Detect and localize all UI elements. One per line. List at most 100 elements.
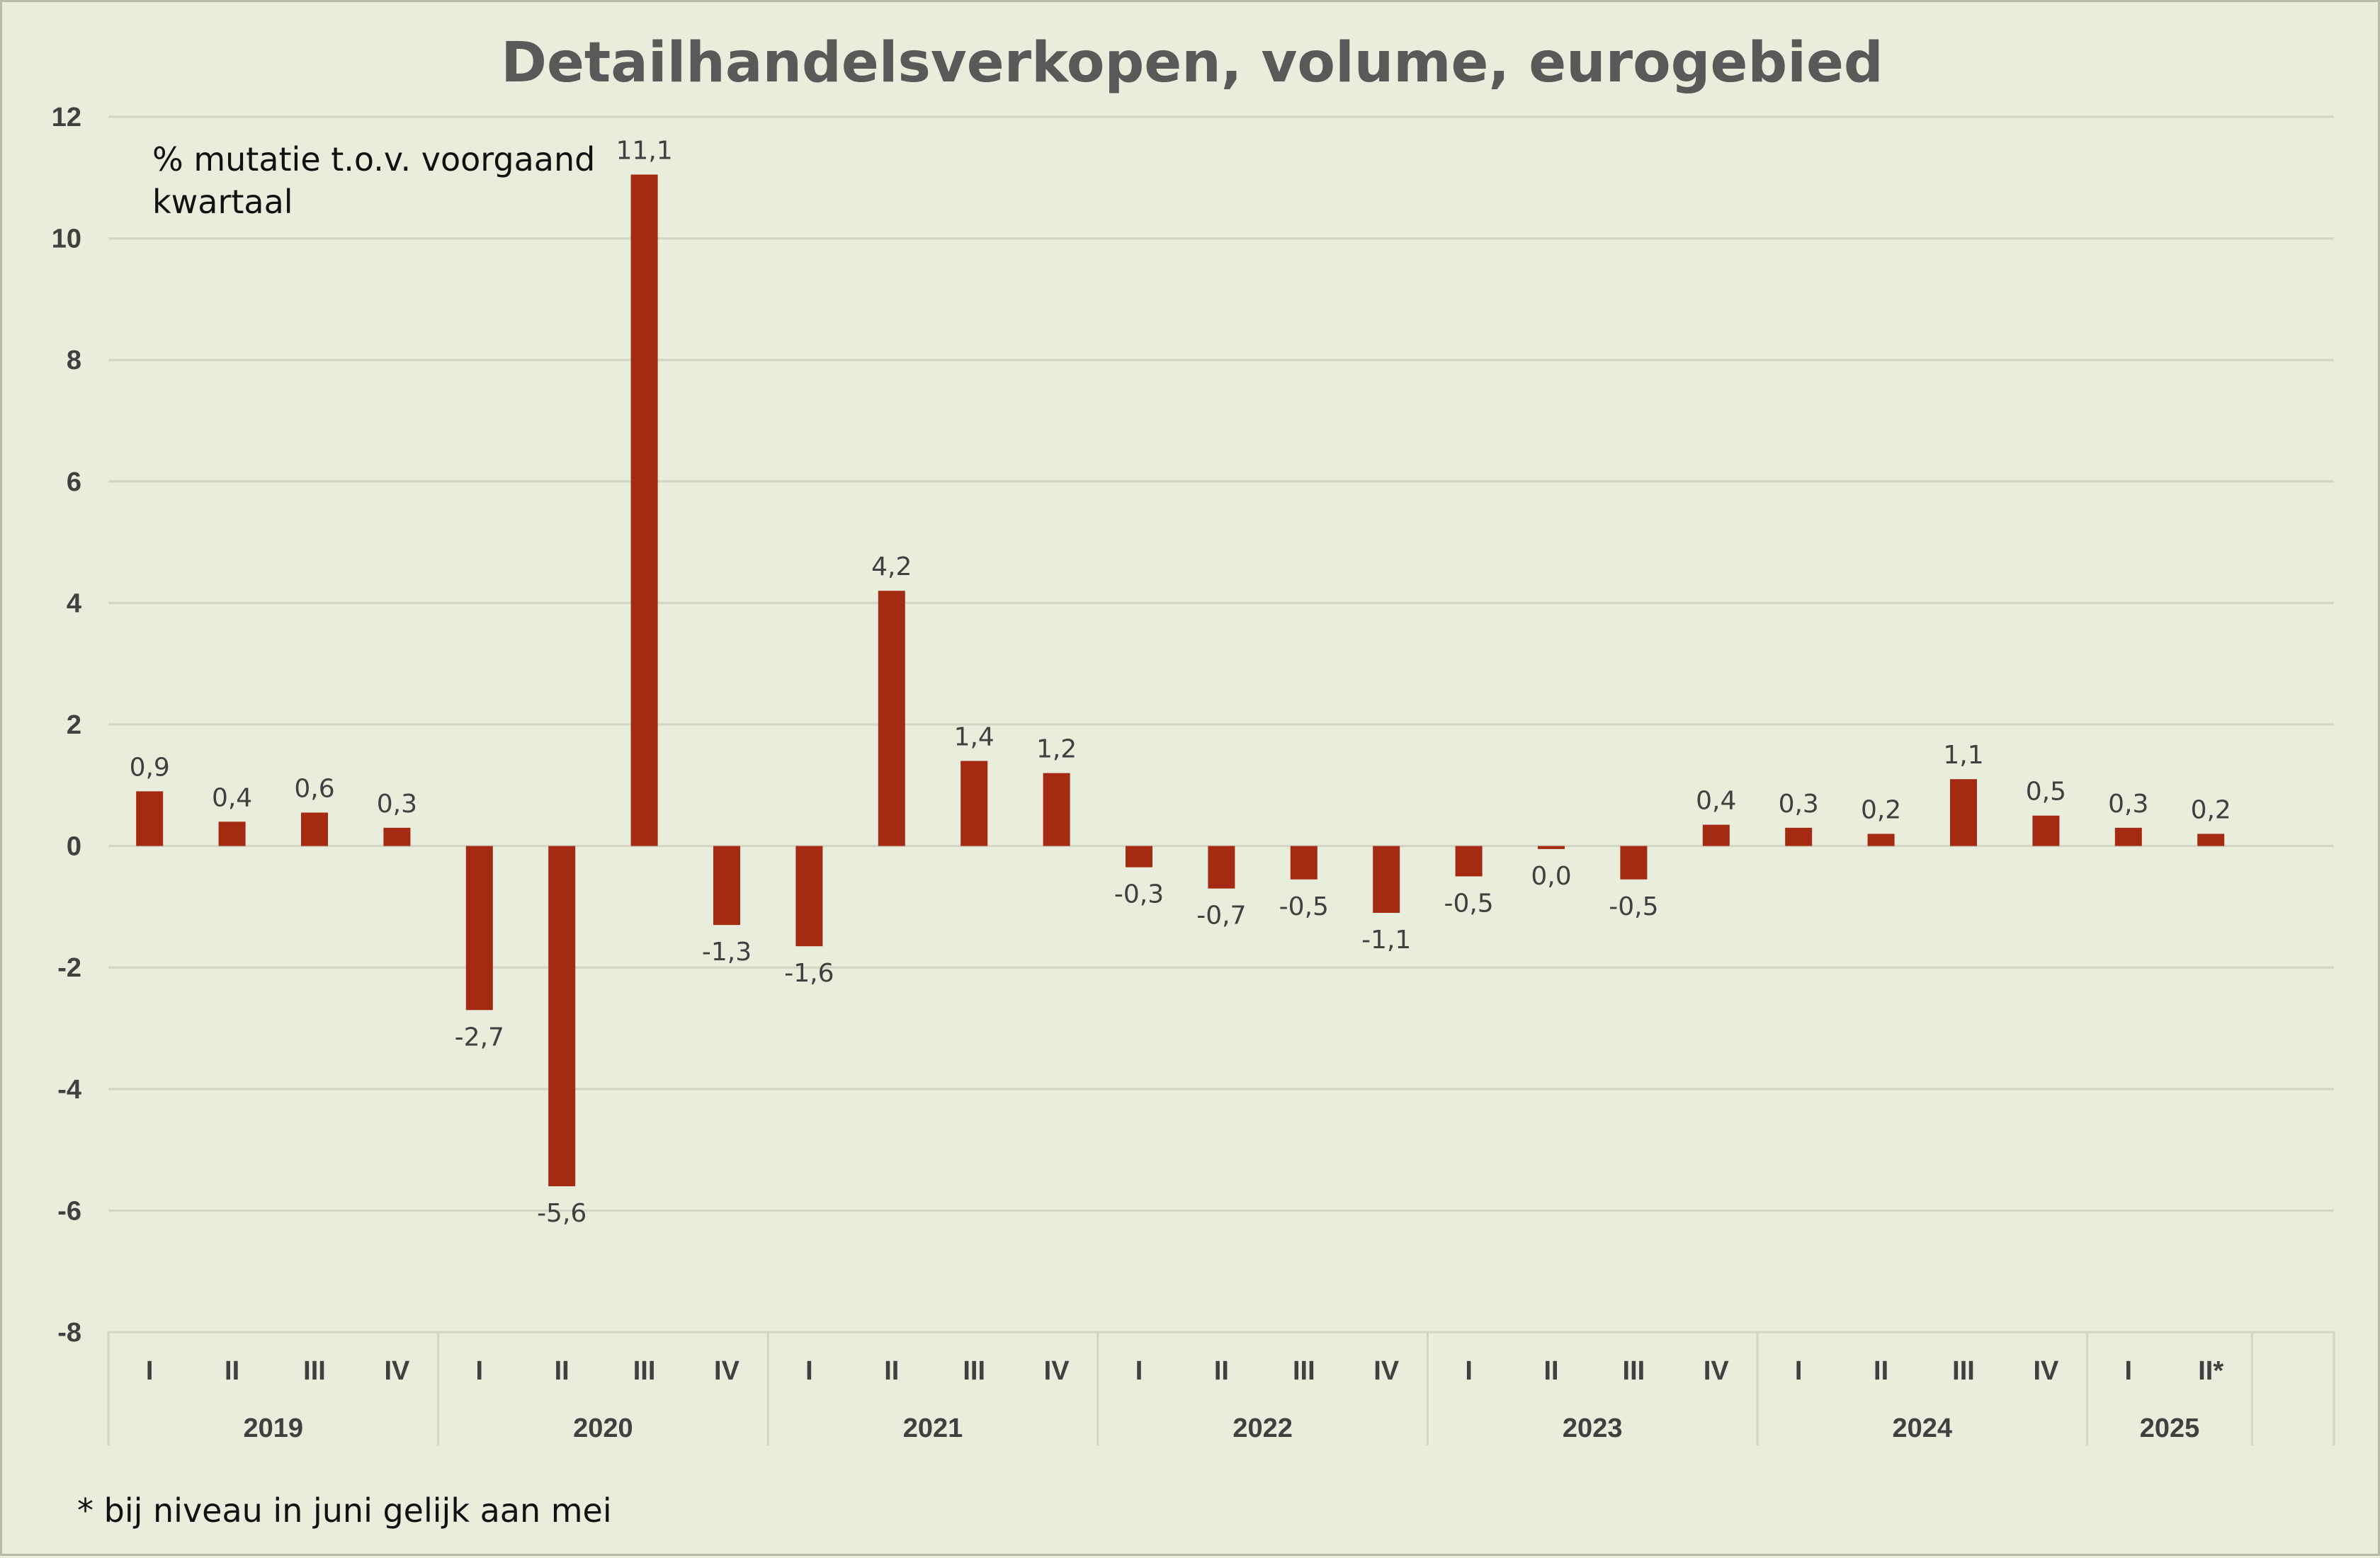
year-label: 2023 <box>1563 1414 1623 1443</box>
data-label: 0,3 <box>2108 790 2148 819</box>
x-tick-label: II <box>1543 1356 1558 1386</box>
y-annotation-line-1: % mutatie t.o.v. voorgaand <box>152 140 595 178</box>
bar <box>795 846 823 947</box>
bar <box>136 791 164 846</box>
x-tick-label: III <box>1293 1356 1315 1386</box>
y-tick-label: 4 <box>67 588 81 618</box>
x-tick-label: II <box>555 1356 570 1386</box>
bar <box>2032 815 2060 846</box>
data-label: -0,5 <box>1444 889 1493 919</box>
data-label: 0,2 <box>2191 795 2231 824</box>
y-tick-label: 12 <box>52 103 81 132</box>
x-tick-label: III <box>1623 1356 1645 1386</box>
chart-title: Detailhandelsverkopen, volume, eurogebie… <box>501 31 1883 95</box>
x-tick-label: IV <box>1373 1356 1400 1386</box>
x-tick-label: I <box>146 1356 154 1386</box>
data-label: 0,0 <box>1531 862 1571 891</box>
x-tick-label: I <box>476 1356 484 1386</box>
x-tick-label: II <box>225 1356 239 1386</box>
bars <box>136 174 2225 1187</box>
bar <box>1950 779 1977 846</box>
data-label: 11,1 <box>616 137 673 166</box>
bar <box>630 174 658 846</box>
data-label: -1,6 <box>784 959 834 988</box>
data-label: 0,3 <box>1779 790 1819 819</box>
x-tick-label: III <box>963 1356 985 1386</box>
y-axis-ticks: 12 10 8 6 4 2 0 -2 -4 -6 -8 <box>52 103 81 1348</box>
data-label: -0,7 <box>1196 902 1246 931</box>
bar <box>1867 834 1895 846</box>
x-tick-label: I <box>805 1356 813 1386</box>
data-label: 1,1 <box>1943 741 1983 770</box>
data-label: 1,4 <box>954 722 994 751</box>
y-tick-label: 8 <box>67 346 81 375</box>
bar <box>1290 846 1318 880</box>
data-label: 0,2 <box>1861 795 1901 824</box>
x-tick-label: IV <box>1704 1356 1730 1386</box>
bar <box>465 846 493 1011</box>
data-label: 4,2 <box>871 552 912 581</box>
bar <box>1702 824 1730 846</box>
x-tick-label: I <box>2125 1356 2133 1386</box>
data-label: -0,3 <box>1114 880 1164 909</box>
bar <box>548 846 576 1187</box>
data-label: 0,4 <box>212 783 252 812</box>
y-tick-label: -4 <box>57 1075 81 1105</box>
data-label: 0,5 <box>2026 778 2066 807</box>
x-tick-label: III <box>633 1356 656 1386</box>
bar <box>218 821 246 846</box>
data-label: 0,3 <box>377 790 417 819</box>
bar <box>301 812 328 846</box>
gridlines <box>108 115 2334 1334</box>
data-labels: 0,9 0,4 0,6 0,3 -2,7 -5,6 11,1 -1,3 -1,6 4,2 1,4 1,… <box>130 137 2231 1229</box>
year-label: 2021 <box>903 1414 963 1443</box>
data-label: -0,5 <box>1279 892 1329 921</box>
data-label: 0,9 <box>130 753 170 782</box>
bar <box>1126 846 1152 868</box>
y-tick-label: -2 <box>57 953 81 983</box>
bar <box>713 846 740 926</box>
footnote: * bij niveau in juni gelijk aan mei <box>77 1491 612 1530</box>
y-tick-label: 10 <box>52 224 81 254</box>
x-tick-label: II <box>1214 1356 1229 1386</box>
data-label: -1,3 <box>702 938 752 967</box>
x-tick-label: IV <box>714 1356 740 1386</box>
bar <box>1785 827 1813 846</box>
bar <box>2114 827 2142 846</box>
data-label: -2,7 <box>455 1023 504 1052</box>
y-tick-label: -8 <box>57 1318 81 1348</box>
bar <box>1538 846 1565 849</box>
y-tick-label: 0 <box>67 832 81 862</box>
x-tick-label: III <box>1952 1356 1975 1386</box>
x-tick-label: IV <box>384 1356 410 1386</box>
bar <box>383 827 411 846</box>
data-label: 0,4 <box>1696 787 1736 816</box>
data-label: -1,1 <box>1361 926 1411 955</box>
year-label: 2019 <box>244 1414 304 1443</box>
x-tick-label: IV <box>2033 1356 2059 1386</box>
y-tick-label: 6 <box>67 467 81 497</box>
x-tick-label: I <box>1795 1356 1803 1386</box>
bar <box>878 591 905 846</box>
y-tick-label: 2 <box>67 710 81 740</box>
data-label: 0,6 <box>294 774 334 803</box>
bar <box>1373 846 1400 913</box>
x-tick-label: I <box>1465 1356 1473 1386</box>
year-label: 2022 <box>1232 1414 1293 1443</box>
bar <box>1620 846 1648 880</box>
year-label: 2024 <box>1893 1414 1953 1443</box>
y-tick-label: -6 <box>57 1196 81 1226</box>
x-tick-label: II <box>1874 1356 1888 1386</box>
data-label: -5,6 <box>537 1199 586 1228</box>
x-tick-label: IV <box>1044 1356 1070 1386</box>
year-label: 2020 <box>573 1414 633 1443</box>
bar <box>1208 846 1235 889</box>
x-tick-label: I <box>1135 1356 1143 1386</box>
bar <box>1043 773 1070 846</box>
bar <box>2197 834 2225 846</box>
y-annotation-line-2: kwartaal <box>152 183 293 221</box>
bar <box>960 761 988 846</box>
